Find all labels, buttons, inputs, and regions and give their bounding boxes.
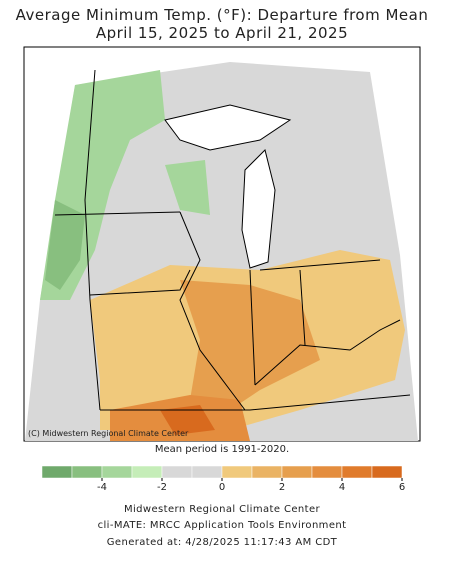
lake-michigan xyxy=(241,149,276,269)
footer-line: Midwestern Regional Climate Center xyxy=(124,504,321,515)
warm-area xyxy=(180,280,320,410)
legend-tick-label: 4 xyxy=(339,482,345,493)
legend-swatch xyxy=(191,465,223,479)
note: Mean period is 1991-2020. xyxy=(155,444,289,455)
map: (C) Midwestern Regional Climate Center xyxy=(23,46,421,442)
legend-tick-label: -2 xyxy=(157,482,167,493)
legend-swatch xyxy=(311,465,343,479)
legend-swatch xyxy=(161,465,193,479)
legend-tick-label: 2 xyxy=(279,482,285,493)
legend-tick-label: 0 xyxy=(219,482,225,493)
cool-area xyxy=(165,160,210,215)
legend-tick-label: 6 xyxy=(399,482,405,493)
legend-tick-label: -4 xyxy=(97,482,107,493)
legend-swatch xyxy=(341,465,373,479)
warm-area xyxy=(160,405,215,435)
legend-swatch xyxy=(71,465,103,479)
legend-swatch xyxy=(251,465,283,479)
legend-swatch xyxy=(281,465,313,479)
legend: -4 -2 0 2 4 6 xyxy=(41,465,405,493)
state-lines xyxy=(54,69,411,411)
legend-swatch xyxy=(41,465,73,479)
lake-superior xyxy=(164,104,292,151)
legend-swatch xyxy=(101,465,133,479)
legend-swatch xyxy=(371,465,403,479)
footer-line: Generated at: 4/28/2025 11:17:43 AM CDT xyxy=(107,537,338,548)
legend-swatch xyxy=(131,465,163,479)
subtitle: April 15, 2025 to April 21, 2025 xyxy=(96,24,348,42)
title: Average Minimum Temp. (°F): Departure fr… xyxy=(16,6,429,24)
map-credit: (C) Midwestern Regional Climate Center xyxy=(28,429,189,438)
cool-area xyxy=(45,200,85,290)
legend-swatch xyxy=(221,465,253,479)
footer-line: cli-MATE: MRCC Application Tools Environ… xyxy=(98,520,347,531)
